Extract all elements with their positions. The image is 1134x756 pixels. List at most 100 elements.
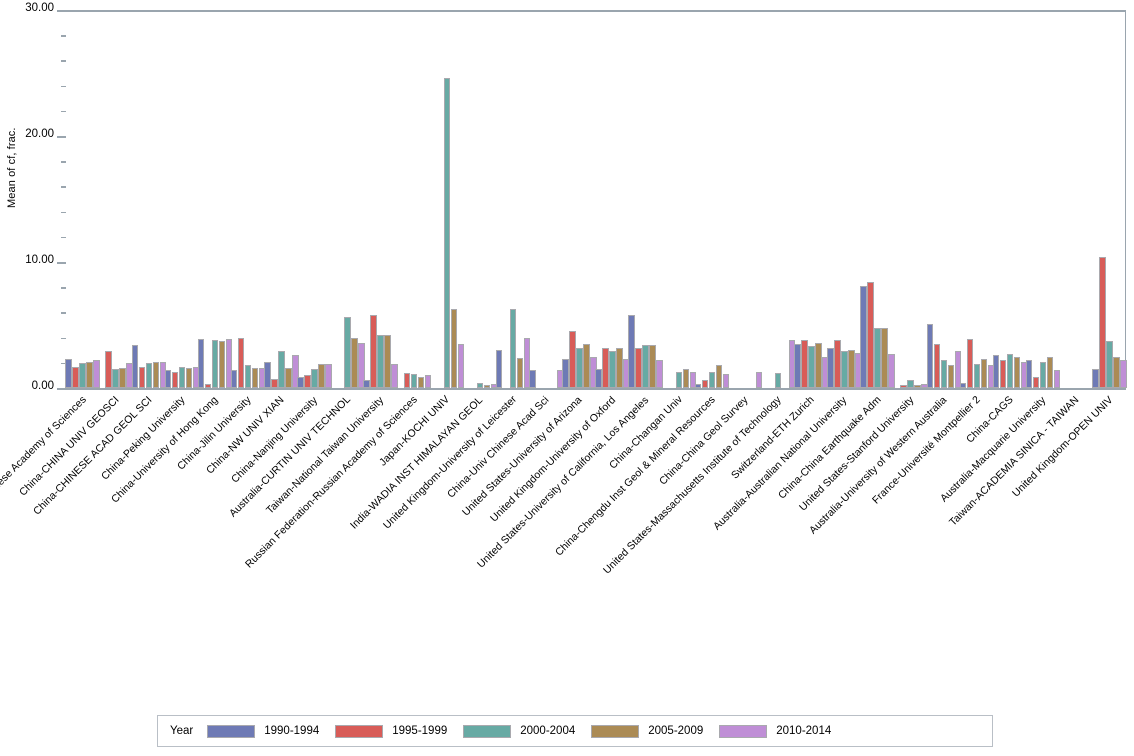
bar[interactable] — [959, 382, 967, 388]
bar[interactable] — [358, 342, 365, 388]
bar[interactable] — [900, 385, 907, 388]
bar[interactable] — [292, 355, 299, 388]
bar[interactable] — [881, 327, 888, 388]
bar[interactable] — [145, 362, 153, 388]
bar[interactable] — [311, 369, 318, 388]
bar[interactable] — [1113, 356, 1120, 388]
bar[interactable] — [642, 345, 649, 388]
bar[interactable] — [682, 369, 690, 388]
bar[interactable] — [237, 337, 245, 388]
bar[interactable] — [483, 385, 491, 388]
bar[interactable] — [569, 331, 576, 388]
bar[interactable] — [476, 382, 484, 388]
bar[interactable] — [325, 364, 332, 388]
bar[interactable] — [65, 359, 72, 388]
bar[interactable] — [152, 361, 160, 388]
bar[interactable] — [583, 343, 590, 388]
bar[interactable] — [888, 353, 895, 388]
bar[interactable] — [131, 345, 139, 388]
bar[interactable] — [562, 359, 569, 388]
bar[interactable] — [1039, 361, 1047, 388]
bar[interactable] — [992, 355, 1000, 388]
bar[interactable] — [417, 376, 425, 388]
bar[interactable] — [119, 367, 126, 388]
bar[interactable] — [848, 350, 855, 388]
bar[interactable] — [649, 345, 656, 388]
bar[interactable] — [105, 351, 112, 388]
bar[interactable] — [377, 335, 384, 388]
bar[interactable] — [384, 335, 391, 388]
bar[interactable] — [516, 357, 524, 388]
bar[interactable] — [1092, 369, 1099, 388]
bar[interactable] — [178, 366, 186, 388]
bar[interactable] — [689, 371, 697, 388]
bar[interactable] — [370, 314, 377, 388]
bar[interactable] — [708, 371, 716, 388]
bar[interactable] — [841, 351, 848, 388]
bar[interactable] — [72, 366, 79, 388]
bar[interactable] — [774, 372, 782, 388]
bar[interactable] — [966, 338, 974, 388]
bar[interactable] — [443, 78, 451, 388]
bar[interactable] — [271, 379, 278, 388]
bar[interactable] — [722, 374, 730, 388]
bar[interactable] — [410, 374, 418, 388]
bar[interactable] — [867, 282, 874, 388]
bar[interactable] — [628, 314, 635, 388]
bar[interactable] — [351, 337, 358, 388]
bar[interactable] — [278, 351, 285, 388]
bar[interactable] — [495, 350, 503, 388]
legend-item[interactable]: 1995-1999 — [335, 724, 447, 738]
bar[interactable] — [808, 346, 815, 388]
bar[interactable] — [947, 365, 955, 388]
bar[interactable] — [815, 342, 822, 388]
bar[interactable] — [940, 360, 948, 388]
bar[interactable] — [999, 360, 1007, 388]
bar[interactable] — [251, 367, 259, 388]
bar[interactable] — [827, 347, 834, 388]
bar[interactable] — [715, 365, 723, 388]
bar[interactable] — [304, 375, 311, 388]
bar[interactable] — [602, 347, 609, 388]
bar[interactable] — [297, 376, 304, 388]
bar[interactable] — [264, 361, 271, 388]
bar[interactable] — [403, 372, 411, 388]
bar[interactable] — [509, 308, 517, 388]
bar[interactable] — [860, 285, 867, 388]
bar[interactable] — [980, 359, 988, 388]
bar[interactable] — [138, 366, 146, 388]
bar[interactable] — [225, 338, 233, 388]
bar[interactable] — [907, 380, 914, 388]
bar[interactable] — [1025, 360, 1033, 388]
bar[interactable] — [635, 347, 642, 388]
bar[interactable] — [318, 364, 325, 388]
bar[interactable] — [218, 341, 226, 388]
bar[interactable] — [874, 327, 881, 388]
bar[interactable] — [794, 343, 801, 388]
bar[interactable] — [926, 323, 934, 388]
bar[interactable] — [1046, 356, 1054, 388]
bar[interactable] — [576, 347, 583, 388]
bar[interactable] — [701, 380, 709, 388]
bar[interactable] — [595, 369, 602, 388]
bar[interactable] — [86, 361, 93, 388]
bar[interactable] — [197, 338, 205, 388]
bar[interactable] — [1106, 341, 1113, 388]
legend-item[interactable]: 1990-1994 — [207, 724, 319, 738]
bar[interactable] — [1032, 376, 1040, 388]
bar[interactable] — [1013, 356, 1021, 388]
bar[interactable] — [391, 364, 398, 388]
bar[interactable] — [755, 371, 763, 388]
bar[interactable] — [656, 360, 663, 388]
legend-item[interactable]: 2000-2004 — [463, 724, 575, 738]
bar[interactable] — [954, 351, 962, 388]
bar[interactable] — [914, 385, 921, 388]
legend-item[interactable]: 2005-2009 — [591, 724, 703, 738]
bar[interactable] — [285, 367, 292, 388]
bar[interactable] — [616, 347, 623, 388]
bar[interactable] — [79, 362, 86, 388]
bar[interactable] — [529, 370, 536, 388]
bar[interactable] — [834, 340, 841, 388]
bar[interactable] — [973, 364, 981, 388]
bar[interactable] — [112, 369, 119, 388]
